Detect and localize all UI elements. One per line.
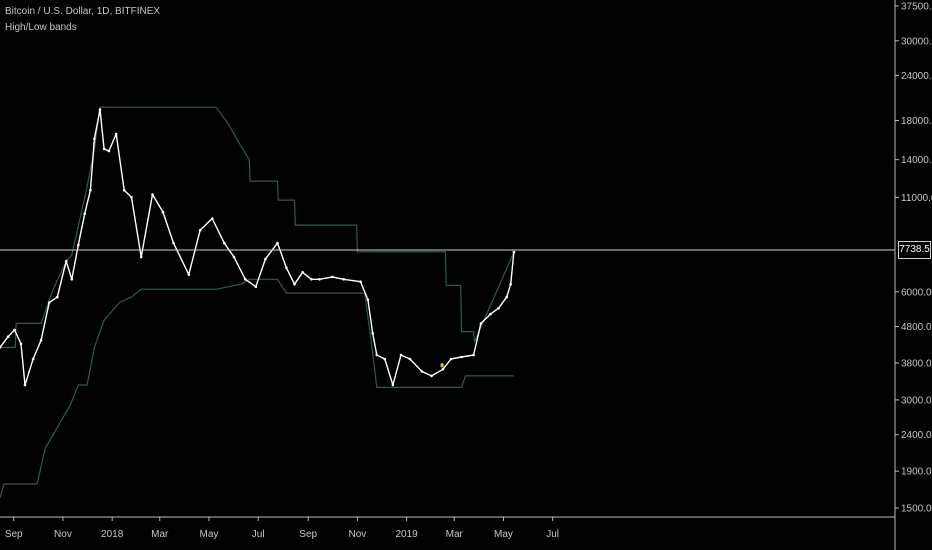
price-point: [114, 132, 118, 136]
price-point: [408, 357, 412, 361]
x-tick-label: Mar: [151, 529, 169, 540]
price-point: [83, 212, 86, 215]
price-point: [366, 298, 370, 302]
price-point: [509, 282, 512, 286]
price-point: [19, 342, 23, 346]
price-point: [244, 278, 247, 281]
price-point: [0, 346, 2, 349]
price-point: [31, 357, 35, 361]
y-tick-label: 4800.0: [901, 322, 932, 333]
price-point: [139, 255, 143, 259]
y-tick-label: 11000.0: [901, 193, 932, 204]
high-band-line: [0, 106, 515, 348]
price-point: [342, 278, 346, 281]
price-point: [375, 353, 379, 357]
price-point: [479, 322, 483, 325]
price-point: [122, 189, 126, 192]
price-point: [399, 353, 403, 357]
price-point: [130, 196, 133, 199]
x-tick-label: Nov: [349, 529, 367, 540]
price-point: [89, 189, 92, 192]
y-tick-label: 1500.0: [901, 504, 932, 515]
price-point: [107, 149, 111, 153]
price-point: [301, 271, 304, 274]
y-tick-label: 18000.0: [901, 116, 932, 127]
price-point: [310, 278, 313, 281]
price-point: [497, 306, 500, 310]
price-point: [449, 357, 453, 361]
price-point: [285, 266, 288, 270]
x-tick-label: Jul: [252, 529, 265, 540]
event-marker: [440, 363, 444, 368]
price-point: [293, 282, 296, 286]
symbol-title: Bitcoin / U.S. Dollar, 1D, BITFINEX: [5, 6, 161, 17]
price-point: [64, 259, 68, 263]
price-point: [232, 255, 236, 259]
y-tick-label: 37500.0: [901, 2, 932, 13]
price-point: [23, 383, 27, 387]
price-point: [359, 280, 362, 284]
price-point: [505, 295, 509, 299]
price-point: [331, 275, 334, 279]
price-point: [151, 193, 154, 196]
price-point: [6, 335, 10, 339]
price-point: [472, 353, 475, 357]
time-axis[interactable]: Sep Nov 2018 Mar May Jul Sep Nov 2019 Mar May Jul: [5, 517, 559, 540]
y-tick-label: 3800.0: [901, 359, 932, 370]
price-point: [56, 295, 59, 299]
price-point: [39, 338, 43, 342]
y-tick-label: 2400.0: [901, 430, 932, 441]
price-point: [47, 301, 51, 304]
price-point: [371, 331, 375, 335]
price-point: [512, 250, 516, 254]
x-tick-label: Sep: [5, 529, 23, 540]
price-point: [98, 108, 102, 111]
low-band-line: [0, 278, 514, 499]
price-point: [264, 257, 267, 261]
price-point: [187, 273, 191, 276]
price-point: [198, 229, 202, 232]
y-tick-label: 6000.0: [901, 287, 932, 298]
x-tick-label: Jul: [546, 529, 559, 540]
y-tick-label: 14000.0: [901, 155, 932, 166]
price-point: [77, 243, 80, 247]
price-point: [93, 137, 96, 141]
price-point: [70, 278, 74, 281]
x-tick-label: Nov: [54, 529, 72, 540]
price-point: [13, 328, 16, 332]
price-point: [210, 217, 214, 220]
price-point: [430, 374, 433, 378]
price-axis[interactable]: 37500.0 30000.0 24000.0 18000.0 14000.0 11000…: [895, 2, 932, 515]
x-tick-label: May: [494, 529, 513, 540]
x-tick-label: 2018: [101, 529, 124, 540]
y-tick-label: 3000.0: [901, 395, 932, 406]
price-point: [161, 210, 165, 214]
x-tick-label: Mar: [446, 529, 464, 540]
indicator-title: High/Low bands: [5, 22, 77, 33]
x-tick-label: 2019: [396, 529, 419, 540]
x-tick-label: Sep: [299, 529, 317, 540]
price-point: [489, 312, 492, 316]
price-point: [391, 383, 395, 387]
y-tick-label: 24000.0: [901, 71, 932, 82]
price-point: [172, 241, 175, 245]
x-tick-label: May: [200, 529, 219, 540]
price-point: [102, 147, 106, 151]
y-tick-label: 30000.0: [901, 36, 932, 47]
price-point: [460, 355, 463, 359]
price-series: [0, 108, 516, 387]
price-point: [276, 241, 279, 245]
price-point: [383, 357, 387, 361]
y-tick-label: 1900.0: [901, 467, 932, 478]
price-point: [420, 370, 424, 373]
last-price-label: 7738.5: [898, 241, 931, 259]
price-point: [223, 241, 226, 245]
price-point: [254, 285, 258, 289]
price-point: [318, 278, 321, 281]
price-point: [441, 368, 445, 371]
high-low-bands: [0, 106, 515, 499]
